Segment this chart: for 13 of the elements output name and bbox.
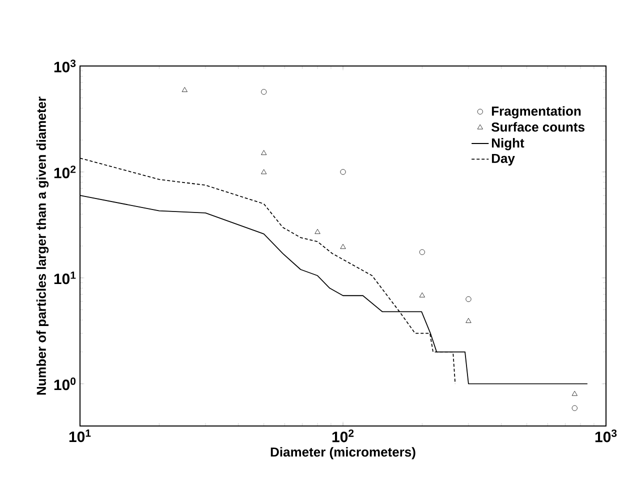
y-tick-label: 10$^{3}$	[54, 60, 76, 72]
legend-label: Fragmentation	[492, 106, 581, 118]
legend-label: Day	[492, 154, 515, 166]
y-axis-title: Number of particles larger than a given diameter	[36, 96, 49, 395]
legend-label: Surface counts	[491, 122, 584, 132]
x-axis-title: Diameter (micrometers)	[270, 447, 416, 460]
x-tick-label: 10$^{1}$	[69, 430, 91, 442]
y-tick-label: 10$^{0}$	[54, 377, 76, 390]
legend-label: Night	[492, 138, 524, 150]
y-tick-label: 10$^{2}$	[54, 166, 76, 178]
y-tick-label: 10$^{1}$	[54, 272, 76, 284]
x-tick-label: 10$^{3}$	[595, 430, 617, 442]
x-tick-label: 10$^{2}$	[332, 430, 354, 442]
